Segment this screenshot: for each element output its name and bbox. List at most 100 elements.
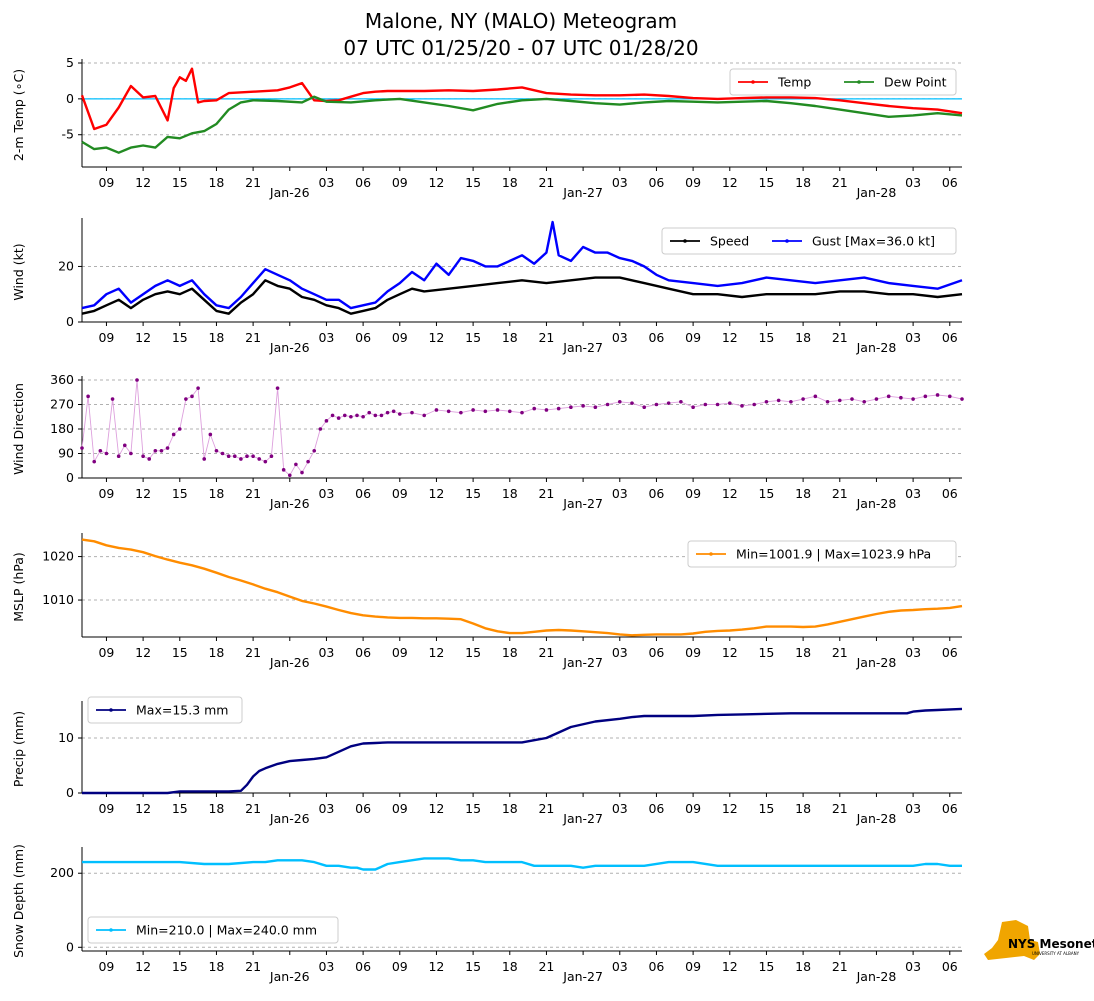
legend-marker: [785, 239, 789, 243]
x-tick-label: 03: [905, 486, 921, 501]
series-line-temp: [80, 67, 963, 131]
x-tick-label: 18: [502, 959, 518, 974]
chart-subtitle: 07 UTC 01/25/20 - 07 UTC 01/28/20: [343, 36, 698, 60]
wind-direction-point: [306, 459, 310, 464]
panels: 5 0 -5 09 12 15 18 21 03 06 09 12 15 18 21 03 06 09 12 15 18…: [11, 55, 964, 984]
wind-direction-point: [330, 413, 335, 418]
wind-direction-point: [471, 408, 475, 412]
wind-direction-point: [789, 399, 793, 404]
x-tick-label: 06: [355, 645, 371, 660]
x-tick-label: 06: [355, 486, 371, 501]
x-tick-label: 15: [465, 486, 481, 501]
x-tick-label: 15: [465, 801, 481, 816]
wind-direction-point: [257, 457, 262, 461]
panel-precip: 10 0 09 12 15 18 21 03 06 09 12 15 18 21 03 06 09 12 15 18 2…: [11, 696, 963, 826]
legend-frame: [87, 696, 243, 724]
wind-direction-point: [727, 401, 732, 405]
x-tick-label: 15: [465, 645, 481, 660]
wind-direction-point: [923, 394, 928, 399]
wind-direction-point: [703, 402, 708, 407]
x-tick-label: 15: [758, 645, 774, 660]
x-tick-label: 12: [722, 645, 738, 660]
series-line-snow-depth: [82, 857, 962, 871]
nys-mesonet-logo: NYS Mesonet UNIVERSITY AT ALBANY: [984, 920, 1094, 960]
wind-direction-point: [391, 409, 396, 414]
x-tick-label: 06: [648, 175, 664, 190]
wind-direction-point: [813, 394, 818, 399]
y-axis-label: Wind (kt): [11, 243, 26, 300]
x-date-label: Jan-27: [562, 655, 603, 670]
x-tick-label: 09: [392, 330, 408, 345]
x-tick-label: 21: [538, 959, 554, 974]
x-date-label: Jan-26: [269, 185, 310, 200]
wind-direction-point: [532, 406, 537, 411]
legend-label: Min=1001.9 | Max=1023.9 hPa: [736, 547, 931, 562]
x-tick-label: 18: [208, 486, 224, 501]
x-tick-label: 06: [355, 801, 371, 816]
wind-direction-point: [434, 408, 439, 412]
x-tick-label: 12: [428, 175, 444, 190]
x-tick-label: 21: [832, 175, 848, 190]
x-tick-label: 09: [392, 645, 408, 660]
x-tick-label: 12: [135, 645, 151, 660]
x-tick-label: 12: [428, 959, 444, 974]
wind-direction-point: [275, 386, 280, 390]
wind-direction-point: [776, 398, 781, 403]
wind-direction-point: [196, 386, 200, 390]
x-tick-label: 21: [538, 645, 554, 660]
x-tick-label: 15: [172, 486, 188, 501]
wind-direction-point: [92, 459, 97, 464]
wind-direction-point: [691, 405, 695, 410]
wind-direction-point: [947, 394, 952, 399]
y-axis-label: Snow Depth (mm): [11, 844, 26, 958]
x-tick-label: 09: [98, 175, 114, 190]
wind-direction-point: [202, 457, 207, 461]
wind-direction-point: [184, 397, 188, 401]
panel-mslp: 1020 1010 09 12 15 18 21 03 06 09 12 15 18 21 03 06 09 12…: [11, 533, 963, 670]
x-tick-label: 18: [208, 175, 224, 190]
wind-direction-point: [239, 457, 243, 461]
x-tick-label: 03: [318, 486, 334, 501]
x-tick-label: 06: [942, 801, 958, 816]
y-tick-label: 360: [50, 372, 74, 387]
wind-direction-point: [312, 448, 317, 453]
x-tick-label: 09: [98, 486, 114, 501]
x-tick-label: 03: [612, 175, 628, 190]
y-tick-label: 200: [50, 865, 74, 880]
wind-direction-point: [520, 410, 524, 415]
wind-direction-point: [208, 432, 213, 437]
x-date-label: Jan-26: [269, 340, 310, 355]
wind-direction-point: [495, 408, 500, 412]
wind-direction-point: [159, 448, 164, 453]
wind-direction-point: [862, 399, 867, 404]
x-tick-label: 06: [355, 175, 371, 190]
x-tick-label: 09: [392, 959, 408, 974]
x-tick-label: 06: [648, 801, 664, 816]
wind-direction-point: [294, 462, 298, 467]
x-tick-label: 21: [832, 645, 848, 660]
x-tick-label: 12: [428, 645, 444, 660]
x-tick-label: 21: [832, 486, 848, 501]
x-tick-label: 12: [722, 959, 738, 974]
y-tick-label: 270: [50, 397, 74, 412]
wind-direction-point: [654, 402, 659, 407]
x-tick-label: 21: [245, 959, 261, 974]
wind-direction-point: [110, 397, 115, 401]
wind-direction-point: [379, 413, 384, 418]
logo-subtext: UNIVERSITY AT ALBANY: [1032, 951, 1080, 956]
legend-frame: [687, 540, 957, 568]
wind-direction-point: [801, 397, 805, 401]
legend-label: Max=15.3 mm: [136, 703, 228, 718]
x-tick-label: 18: [502, 175, 518, 190]
panel-wdir: 360 270 180 90 0 09 12 15 18 21 03 06 09 12 15 18 21 03 06…: [11, 372, 964, 511]
wind-direction-point: [104, 451, 109, 456]
x-date-label: Jan-27: [562, 496, 603, 511]
x-tick-label: 12: [722, 175, 738, 190]
x-date-label: Jan-26: [269, 811, 310, 826]
wind-direction-point: [336, 416, 341, 420]
legend-label: Dew Point: [884, 75, 947, 90]
legend-frame: [661, 227, 957, 255]
series-line-mslp: [81, 538, 963, 637]
legend-marker: [683, 239, 687, 243]
